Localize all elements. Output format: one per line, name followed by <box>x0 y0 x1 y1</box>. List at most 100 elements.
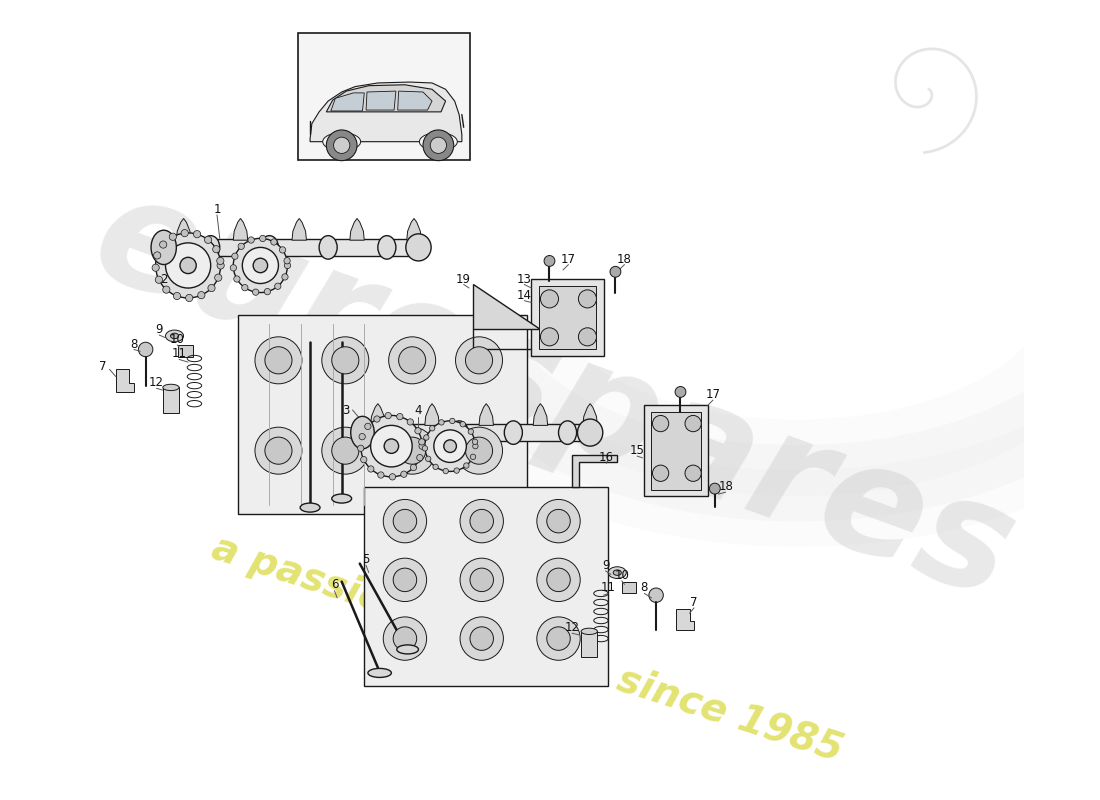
Text: 4: 4 <box>415 405 422 418</box>
Circle shape <box>439 420 444 425</box>
Circle shape <box>398 437 426 464</box>
Circle shape <box>238 243 244 250</box>
Text: 1: 1 <box>213 203 221 216</box>
Circle shape <box>212 246 220 253</box>
Text: eurospares: eurospares <box>75 162 1033 632</box>
Bar <box>164 239 420 255</box>
Polygon shape <box>398 91 432 110</box>
Ellipse shape <box>397 645 418 654</box>
Circle shape <box>275 283 280 290</box>
Circle shape <box>422 446 428 451</box>
Circle shape <box>398 346 426 374</box>
Text: 11: 11 <box>172 347 187 361</box>
Text: 6: 6 <box>331 578 338 591</box>
Text: 7: 7 <box>99 360 106 373</box>
Circle shape <box>152 264 160 271</box>
Bar <box>651 412 702 490</box>
Circle shape <box>205 236 211 243</box>
Circle shape <box>460 617 504 660</box>
Text: 9: 9 <box>602 559 609 572</box>
Circle shape <box>579 328 596 346</box>
Text: 18: 18 <box>617 253 631 266</box>
Circle shape <box>652 465 669 482</box>
Bar <box>531 279 604 356</box>
Circle shape <box>233 238 287 293</box>
Circle shape <box>393 510 417 533</box>
Circle shape <box>388 427 436 474</box>
Circle shape <box>430 137 447 154</box>
Circle shape <box>415 428 421 434</box>
Ellipse shape <box>377 236 396 259</box>
Polygon shape <box>233 218 248 240</box>
Circle shape <box>284 262 290 269</box>
Text: 10: 10 <box>169 333 185 346</box>
Circle shape <box>327 130 358 161</box>
Text: 9: 9 <box>155 323 163 336</box>
Circle shape <box>265 437 292 464</box>
Circle shape <box>253 289 258 295</box>
Circle shape <box>248 237 254 243</box>
Text: 5: 5 <box>362 553 370 566</box>
Polygon shape <box>371 404 385 426</box>
Circle shape <box>450 418 455 424</box>
Circle shape <box>465 346 493 374</box>
Circle shape <box>547 568 570 592</box>
Circle shape <box>155 276 163 283</box>
Circle shape <box>383 617 427 660</box>
Circle shape <box>371 426 412 467</box>
Polygon shape <box>583 404 597 426</box>
Polygon shape <box>292 218 307 240</box>
Polygon shape <box>407 218 421 240</box>
Circle shape <box>332 437 359 464</box>
Bar <box>621 582 636 594</box>
Ellipse shape <box>351 416 374 449</box>
Circle shape <box>230 265 236 271</box>
Circle shape <box>417 454 424 461</box>
Bar <box>178 345 192 357</box>
Circle shape <box>359 434 365 440</box>
Text: 16: 16 <box>598 451 614 464</box>
Circle shape <box>455 427 503 474</box>
Polygon shape <box>116 370 134 392</box>
Text: 17: 17 <box>561 253 576 266</box>
Circle shape <box>155 233 221 298</box>
Text: 10: 10 <box>614 569 629 582</box>
Circle shape <box>472 439 477 445</box>
Text: 2: 2 <box>160 273 167 286</box>
Circle shape <box>333 137 350 154</box>
Circle shape <box>255 427 301 474</box>
Circle shape <box>139 342 153 357</box>
Text: 12: 12 <box>564 622 580 634</box>
Circle shape <box>460 558 504 602</box>
Circle shape <box>540 290 559 308</box>
Circle shape <box>547 510 570 533</box>
Text: 18: 18 <box>718 480 733 494</box>
Circle shape <box>433 430 466 462</box>
Circle shape <box>426 456 431 462</box>
Text: 15: 15 <box>629 444 645 457</box>
Circle shape <box>377 472 384 478</box>
Circle shape <box>284 258 290 264</box>
Ellipse shape <box>332 494 352 503</box>
Circle shape <box>361 457 367 462</box>
Polygon shape <box>327 85 446 112</box>
Circle shape <box>470 627 494 650</box>
Ellipse shape <box>163 384 179 390</box>
Ellipse shape <box>581 628 597 634</box>
Circle shape <box>361 415 422 477</box>
Circle shape <box>332 346 359 374</box>
Circle shape <box>264 289 271 295</box>
Circle shape <box>469 429 473 434</box>
Circle shape <box>460 499 504 543</box>
Circle shape <box>470 510 494 533</box>
Circle shape <box>389 474 396 480</box>
Circle shape <box>464 463 469 468</box>
Circle shape <box>169 233 176 240</box>
Circle shape <box>279 246 286 253</box>
Circle shape <box>443 468 449 474</box>
Circle shape <box>685 465 702 482</box>
Text: 12: 12 <box>148 377 164 390</box>
Circle shape <box>214 274 222 282</box>
Circle shape <box>154 252 161 259</box>
Ellipse shape <box>559 421 576 444</box>
